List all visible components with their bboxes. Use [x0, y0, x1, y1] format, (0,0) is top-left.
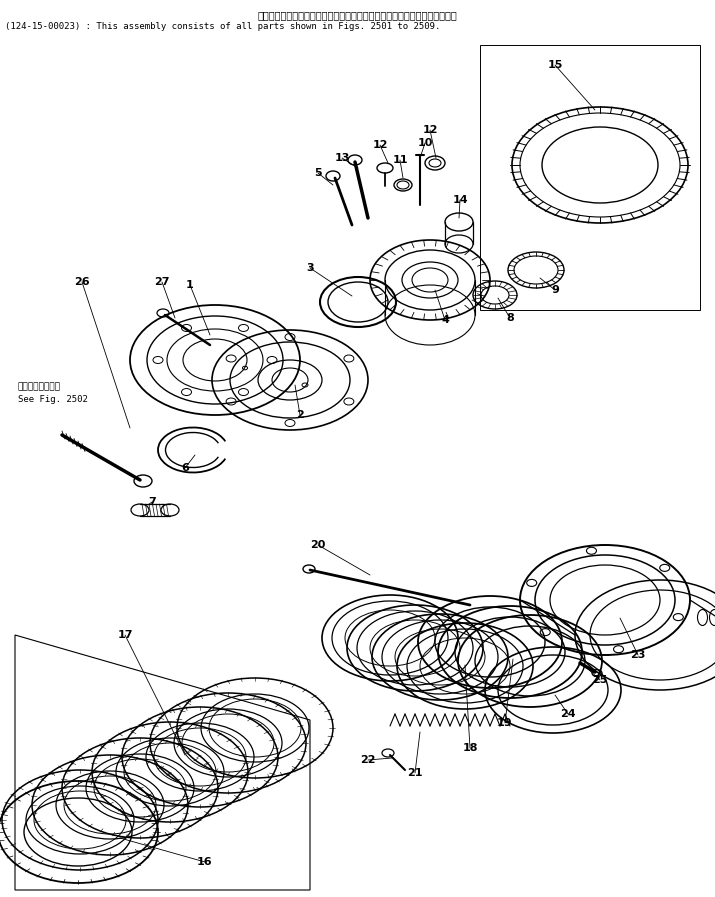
Text: 8: 8 — [506, 313, 514, 323]
Text: 11: 11 — [393, 155, 408, 165]
Text: このアセンブリの構成部品は第２５０１図から第２５０９図まで含みます。: このアセンブリの構成部品は第２５０１図から第２５０９図まで含みます。 — [257, 10, 457, 20]
Text: 17: 17 — [117, 630, 133, 640]
Text: 12: 12 — [423, 125, 438, 135]
Text: 2: 2 — [296, 410, 304, 420]
Text: 22: 22 — [360, 755, 376, 765]
Text: 19: 19 — [497, 718, 513, 728]
Text: 23: 23 — [631, 650, 646, 660]
Text: 25: 25 — [592, 675, 608, 685]
Text: 5: 5 — [314, 168, 322, 178]
Text: 27: 27 — [154, 277, 169, 287]
Text: 12: 12 — [373, 140, 388, 150]
Text: 15: 15 — [547, 60, 563, 70]
Text: 13: 13 — [335, 153, 350, 163]
Text: See Fig. 2502: See Fig. 2502 — [18, 395, 88, 404]
Text: 6: 6 — [181, 463, 189, 473]
Text: 21: 21 — [408, 768, 423, 778]
Text: 4: 4 — [441, 315, 449, 325]
Text: 16: 16 — [197, 857, 213, 867]
Text: 18: 18 — [463, 743, 478, 753]
Text: 3: 3 — [306, 263, 314, 273]
Text: 24: 24 — [560, 709, 576, 719]
Text: 7: 7 — [148, 497, 156, 507]
Text: 1: 1 — [186, 280, 194, 290]
Text: 第２５０２図参照: 第２５０２図参照 — [18, 382, 61, 391]
Text: 9: 9 — [551, 285, 559, 295]
Text: 20: 20 — [310, 540, 326, 550]
Text: (124-15-00023) : This assembly consists of all parts shown in Figs. 2501 to 2509: (124-15-00023) : This assembly consists … — [5, 22, 440, 31]
Text: 14: 14 — [452, 195, 468, 205]
Text: 10: 10 — [418, 138, 433, 148]
Text: 26: 26 — [74, 277, 90, 287]
